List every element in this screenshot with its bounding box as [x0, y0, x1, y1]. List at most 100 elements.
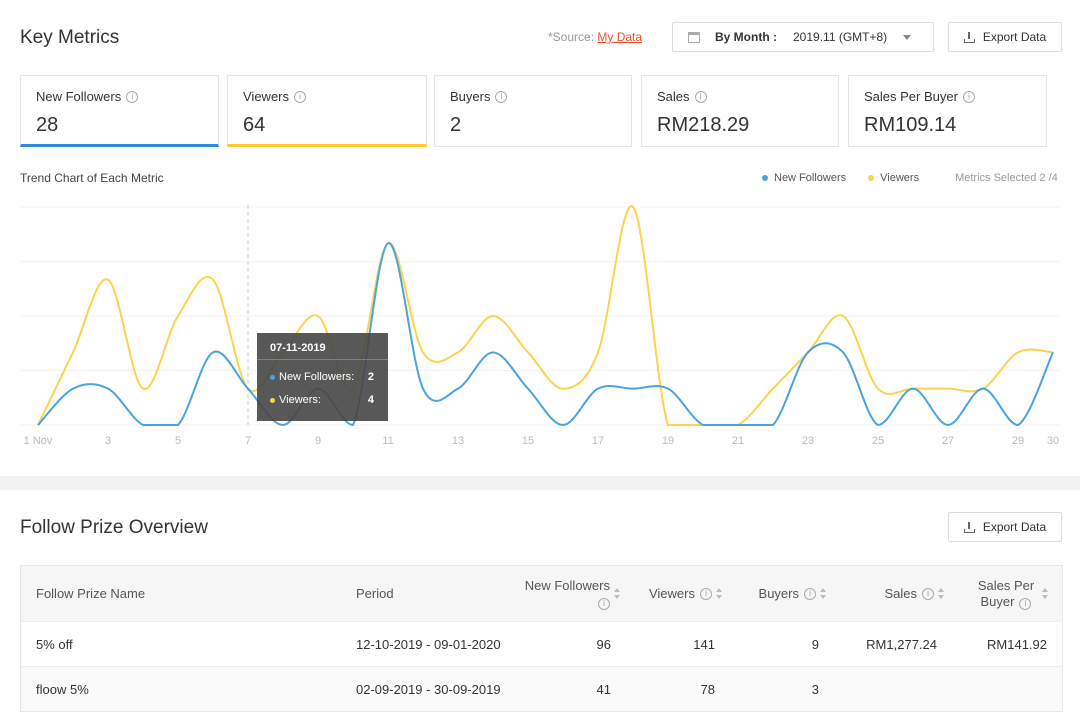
info-icon[interactable]: i [1019, 597, 1032, 610]
header-label: Buyers [758, 586, 799, 601]
info-icon[interactable]: i [922, 587, 934, 600]
sort-icon[interactable] [938, 588, 945, 599]
metric-value: 64 [243, 114, 266, 136]
period-value: 2019.11 (GMT+8) [793, 30, 888, 44]
x-tick-label: 11 [382, 435, 393, 447]
export-data-button[interactable]: Export Data [948, 22, 1062, 52]
metric-card-sales-per-buyer[interactable]: Sales Per Buyer i RM109.14 [848, 75, 1047, 147]
key-metrics-title: Key Metrics [20, 27, 120, 48]
x-tick-label: 25 [872, 435, 884, 447]
tooltip-label: Viewers: [279, 394, 321, 406]
cell-sales-per-buyer: RM141.92 [987, 637, 1047, 652]
info-icon[interactable]: i [294, 90, 307, 103]
source-prefix: *Source: [548, 30, 598, 44]
cell-buyers: 9 [811, 637, 819, 652]
series-line-viewers [37, 205, 1054, 426]
metric-card-buyers[interactable]: Buyers i 2 [434, 75, 632, 147]
info-icon[interactable]: i [694, 90, 707, 103]
period-label: By Month : [715, 30, 777, 44]
header-label: Sales [884, 586, 917, 601]
legend-item-new-followers[interactable]: New Followers [762, 172, 846, 184]
header-prize-name: Follow Prize Name [36, 586, 146, 601]
cell-new-followers: 96 [596, 637, 611, 652]
sort-icon[interactable] [1042, 588, 1049, 599]
metric-label: New Followers [36, 89, 122, 104]
tooltip-row-followers: New Followers: 2 [257, 371, 388, 383]
cell-period: 02-09-2019 - 30-09-2019 [356, 682, 501, 697]
tooltip-label: New Followers: [279, 371, 355, 383]
info-icon[interactable]: i [804, 587, 816, 600]
tooltip-dot-icon [270, 397, 275, 403]
follow-prize-table: Follow Prize Name Period New Followers i … [20, 565, 1063, 712]
table-row[interactable]: floow 5% 02-09-2019 - 30-09-2019 41 78 3 [21, 666, 1062, 711]
header-label: Sales Per Buyer [977, 577, 1035, 609]
legend-label: New Followers [774, 172, 847, 184]
info-icon[interactable]: i [495, 90, 508, 103]
cell-sales-per-buyer [945, 667, 1047, 712]
metric-label: Sales [657, 89, 690, 104]
metric-card-new-followers[interactable]: New Followers i 28 [20, 75, 219, 147]
header-period: Period [356, 586, 394, 601]
metric-value: 2 [450, 114, 462, 136]
metric-value: RM218.29 [657, 114, 750, 136]
info-icon[interactable]: i [126, 90, 139, 103]
x-tick-label: 17 [592, 435, 604, 447]
tooltip-value: 2 [367, 371, 374, 383]
tooltip-date: 07-11-2019 [257, 333, 388, 360]
series-line-new-followers [37, 242, 1054, 427]
sort-icon[interactable] [716, 588, 723, 599]
x-tick-label: 21 [732, 435, 744, 447]
sort-icon[interactable] [820, 588, 827, 599]
header-label: Viewers [648, 586, 695, 601]
x-tick-label: 27 [942, 435, 954, 447]
x-tick-label: 9 [315, 435, 321, 447]
tooltip-row-viewers: Viewers: 4 [257, 394, 388, 406]
follow-prize-title: Follow Prize Overview [20, 517, 208, 538]
my-data-link[interactable]: My Data [597, 30, 643, 44]
legend-dot-icon [868, 175, 875, 181]
chart-legend: New Followers Viewers Metrics Selected 2… [762, 172, 1058, 184]
header-label: New Followers [524, 577, 610, 593]
metric-label: Sales Per Buyer [864, 89, 958, 104]
cell-viewers: 78 [700, 682, 715, 697]
cell-sales [827, 667, 937, 712]
header-new-followers[interactable]: New Followers i [501, 566, 621, 621]
metrics-selected-count: Metrics Selected 2 /4 [955, 172, 1058, 184]
x-tick-label: 19 [662, 435, 674, 447]
period-select[interactable]: By Month : 2019.11 (GMT+8) [672, 22, 934, 52]
header-sales-per-buyer[interactable]: Sales Per Buyer i [945, 566, 1049, 621]
metric-value: 28 [36, 114, 59, 136]
header-sales[interactable]: Sales i [827, 566, 945, 621]
source-note: *Source: My Data [548, 30, 642, 44]
cell-prize-name: 5% off [36, 637, 73, 652]
cell-viewers: 141 [693, 637, 715, 652]
info-icon[interactable]: i [598, 597, 610, 610]
info-icon[interactable]: i [962, 90, 975, 103]
table-header: Follow Prize Name Period New Followers i … [21, 566, 1062, 621]
legend-item-viewers[interactable]: Viewers [868, 172, 919, 184]
download-icon [963, 31, 975, 43]
cell-prize-name: floow 5% [36, 682, 89, 697]
x-tick-label: 1 Nov [24, 435, 53, 447]
x-tick-label: 23 [802, 435, 814, 447]
header-buyers[interactable]: Buyers i [723, 566, 827, 621]
x-tick-label: 29 [1012, 435, 1024, 447]
export-data-label: Export Data [982, 30, 1047, 44]
info-icon[interactable]: i [700, 587, 712, 600]
cell-sales: RM1,277.24 [866, 637, 937, 652]
export-data-button[interactable]: Export Data [948, 512, 1062, 542]
x-tick-label: 15 [522, 435, 534, 447]
trend-chart-title: Trend Chart of Each Metric [20, 171, 164, 185]
x-tick-label: 13 [452, 435, 464, 447]
x-tick-label: 30 [1047, 435, 1059, 447]
metric-card-sales[interactable]: Sales i RM218.29 [641, 75, 839, 147]
calendar-icon [688, 31, 700, 43]
chart-tooltip: 07-11-2019 New Followers: 2 Viewers: 4 [257, 333, 388, 421]
metric-card-viewers[interactable]: Viewers i 64 [227, 75, 427, 147]
legend-label: Viewers [880, 172, 920, 184]
header-viewers[interactable]: Viewers i [621, 566, 723, 621]
x-tick-label: 7 [245, 435, 251, 447]
trend-chart[interactable]: 1 Nov 3 5 7 9 11 13 15 17 19 21 23 25 27 29 30 [0, 195, 1080, 455]
sort-icon[interactable] [614, 588, 621, 599]
table-row[interactable]: 5% off 12-10-2019 - 09-01-2020 96 141 9 … [21, 621, 1062, 666]
